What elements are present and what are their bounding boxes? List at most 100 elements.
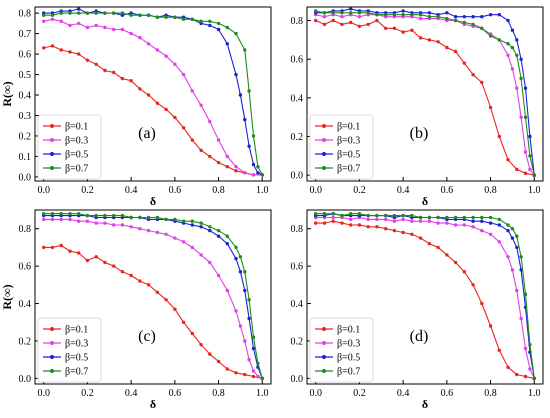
data-point	[497, 13, 501, 17]
data-point	[85, 219, 90, 223]
data-point	[208, 260, 212, 265]
data-point	[523, 374, 528, 379]
data-point	[410, 219, 414, 223]
legend-label: β=0.5	[337, 353, 360, 364]
x-tick-label: 0.8	[212, 388, 225, 399]
legend-marker	[322, 327, 326, 331]
data-point	[471, 22, 475, 27]
data-point	[510, 67, 515, 71]
data-point	[190, 245, 194, 250]
data-point	[173, 236, 177, 240]
y-tick-label: 0.0	[291, 171, 304, 182]
data-point	[322, 212, 327, 216]
y-tick-label: 0.6	[19, 262, 32, 273]
data-point	[199, 253, 203, 257]
data-point	[59, 243, 63, 248]
data-point	[366, 213, 370, 218]
series-1	[314, 219, 536, 381]
data-point	[247, 316, 251, 321]
data-point	[418, 13, 423, 17]
data-point	[155, 230, 160, 235]
data-point	[112, 11, 116, 15]
data-point	[453, 18, 458, 23]
data-point	[256, 171, 260, 175]
data-point	[488, 215, 493, 220]
data-point	[77, 251, 81, 255]
data-point	[234, 72, 238, 77]
data-point	[225, 165, 229, 169]
data-point	[94, 255, 98, 259]
x-axis-label: δ	[422, 194, 428, 208]
data-point	[216, 138, 221, 142]
data-point	[42, 46, 46, 50]
data-point	[129, 273, 133, 278]
data-point	[216, 273, 221, 278]
y-tick-label: 0.0	[19, 374, 32, 385]
data-point	[366, 22, 370, 27]
x-tick-label: 0.8	[484, 185, 497, 196]
y-axis-label: R(∞)	[0, 81, 14, 106]
data-point	[340, 15, 344, 19]
data-point	[384, 227, 388, 231]
data-point	[418, 36, 423, 40]
legend-marker	[50, 166, 54, 170]
series-4	[314, 212, 536, 381]
data-point	[50, 212, 55, 216]
data-point	[129, 215, 133, 220]
data-point	[331, 219, 335, 223]
legend: β=0.1 β=0.3 β=0.5 β=0.7	[309, 317, 374, 383]
data-point	[42, 245, 46, 250]
data-point	[506, 18, 510, 23]
legend-marker	[322, 138, 326, 142]
data-point	[384, 26, 388, 30]
y-tick-label: 0.2	[19, 336, 32, 347]
data-point	[357, 11, 362, 15]
data-point	[164, 298, 168, 302]
data-point	[506, 255, 510, 259]
data-point	[181, 240, 186, 244]
data-point	[427, 15, 432, 19]
data-point	[445, 11, 449, 15]
y-tick-label: 0.8	[19, 9, 32, 20]
data-point	[155, 215, 160, 220]
data-point	[497, 217, 501, 222]
x-tick-label: 0.6	[169, 388, 182, 399]
data-point	[506, 228, 510, 233]
data-point	[497, 134, 501, 139]
data-point	[506, 53, 510, 57]
data-point	[528, 343, 532, 347]
data-point	[234, 31, 238, 36]
y-tick-label: 0.0	[291, 374, 304, 385]
legend-marker	[322, 124, 326, 128]
y-tick-label: 0.4	[291, 93, 304, 104]
y-tick-label: 0.5	[19, 70, 32, 81]
data-point	[251, 134, 256, 138]
data-point	[173, 217, 177, 222]
y-tick-label: 0.8	[19, 224, 32, 235]
legend-label: β=0.5	[65, 353, 88, 364]
data-point	[528, 134, 532, 139]
legend: β=0.1 β=0.3 β=0.5 β=0.7	[37, 114, 102, 180]
data-point	[488, 324, 493, 328]
data-point	[181, 126, 186, 130]
data-point	[471, 225, 475, 229]
data-point	[401, 230, 405, 235]
data-point	[497, 223, 501, 227]
data-point	[112, 264, 116, 268]
data-point	[190, 17, 194, 21]
x-tick-label: 0.4	[397, 388, 410, 399]
data-point	[85, 213, 90, 218]
data-point	[225, 288, 229, 293]
panel-3: 0.0 0.2 0.4 0.6 0.8 1.0 0.0 0.2 0.4 0.6 0.8 δ R(∞) (c…	[0, 209, 272, 411]
data-point	[208, 225, 212, 229]
data-point	[357, 212, 362, 216]
plot-frame	[306, 209, 544, 385]
x-tick-label: 0.0	[309, 185, 322, 196]
data-point	[173, 307, 177, 311]
data-point	[523, 171, 528, 175]
data-point	[247, 89, 251, 93]
data-point	[392, 213, 397, 218]
data-point	[94, 221, 98, 225]
data-point	[436, 215, 440, 220]
